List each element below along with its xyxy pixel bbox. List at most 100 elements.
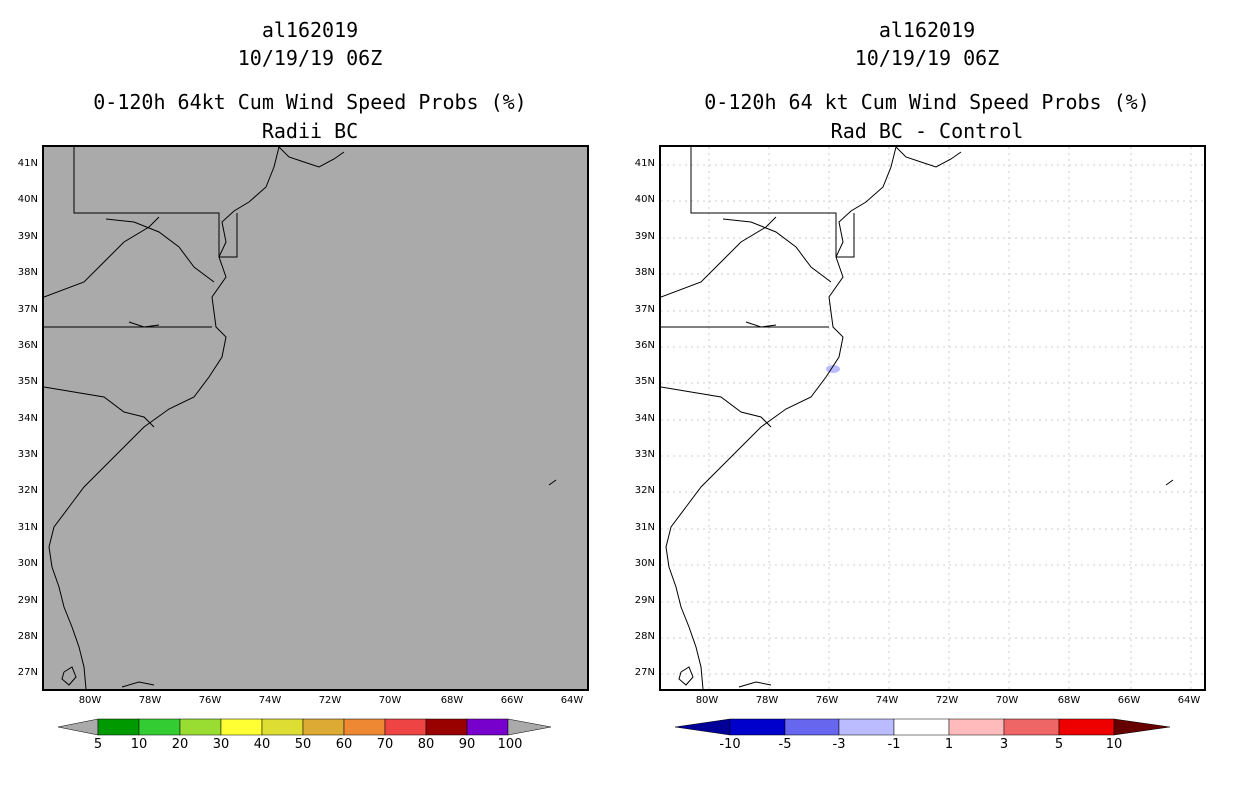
right-colorbar-swatch: [893, 718, 950, 736]
left-colorbar-swatch: [138, 718, 181, 736]
lat-label: 32N: [634, 485, 655, 496]
lat-label: 29N: [17, 595, 38, 606]
lat-label: 27N: [634, 667, 655, 678]
colorbar-label: 10: [1105, 737, 1123, 752]
right-colorbar-swatch: [729, 718, 786, 736]
lat-label: 37N: [17, 304, 38, 315]
colorbar-label: -3: [832, 737, 846, 752]
colorbar-label: 20: [171, 737, 189, 752]
lat-label: 31N: [634, 522, 655, 533]
lon-label: 78W: [755, 695, 779, 706]
lat-label: 32N: [17, 485, 38, 496]
right-map-grid: [661, 147, 1204, 689]
lon-label: 72W: [318, 695, 342, 706]
colorbar-label: 40: [253, 737, 271, 752]
colorbar-label: 50: [294, 737, 312, 752]
colorbar-label: 80: [417, 737, 435, 752]
left-colorbar-swatch: [425, 718, 468, 736]
lon-label: 74W: [875, 695, 899, 706]
lat-label: 34N: [634, 413, 655, 424]
lat-label: 29N: [634, 595, 655, 606]
colorbar-label: 1: [944, 737, 954, 752]
lat-label: 36N: [17, 340, 38, 351]
right-map-coastline: [661, 147, 1204, 689]
right-colorbar-swatch: [1058, 718, 1115, 736]
left-colorbar: [58, 718, 552, 736]
lon-label: 76W: [815, 695, 839, 706]
lat-label: 33N: [17, 449, 38, 460]
colorbar-label: 10: [130, 737, 148, 752]
left-colorbar-swatch: [343, 718, 386, 736]
lat-label: 28N: [17, 631, 38, 642]
lon-label: 78W: [138, 695, 162, 706]
left-colorbar-swatch: [97, 718, 140, 736]
lat-label: 30N: [17, 558, 38, 569]
colorbar-label: -5: [778, 737, 792, 752]
left-subtitle: Radii BC: [261, 119, 359, 143]
lat-label: 31N: [17, 522, 38, 533]
lat-label: 39N: [17, 231, 38, 242]
lat-label: 39N: [634, 231, 655, 242]
right-colorbar-swatch: [838, 718, 895, 736]
lon-label: 74W: [258, 695, 282, 706]
lat-label: 40N: [634, 194, 655, 205]
left-storm-id: al162019: [261, 18, 359, 42]
right-map: [659, 145, 1206, 691]
lat-label: 36N: [634, 340, 655, 351]
lon-label: 68W: [1057, 695, 1081, 706]
lat-label: 37N: [634, 304, 655, 315]
lon-label: 80W: [695, 695, 719, 706]
lat-label: 34N: [17, 413, 38, 424]
right-colorbar-low-end: [675, 718, 731, 736]
left-colorbar-swatch: [179, 718, 222, 736]
colorbar-label: 3: [999, 737, 1009, 752]
right-storm-id: al162019: [878, 18, 976, 42]
colorbar-label: 60: [335, 737, 353, 752]
right-datetime: 10/19/19 06Z: [854, 46, 1000, 70]
right-colorbar-swatch: [784, 718, 840, 736]
lon-label: 80W: [78, 695, 102, 706]
lon-label: 64W: [1177, 695, 1201, 706]
colorbar-label: -10: [719, 737, 741, 752]
lat-label: 38N: [17, 267, 38, 278]
left-title: 0-120h 64kt Cum Wind Speed Probs (%): [93, 90, 527, 114]
lat-label: 41N: [17, 158, 38, 169]
colorbar-label: 5: [93, 737, 103, 752]
lon-label: 64W: [560, 695, 584, 706]
lat-label: 41N: [634, 158, 655, 169]
right-colorbar-high-end: [1113, 718, 1171, 736]
lat-label: 33N: [634, 449, 655, 460]
lon-label: 68W: [440, 695, 464, 706]
lon-label: 70W: [995, 695, 1019, 706]
lat-label: 35N: [17, 376, 38, 387]
lon-label: 76W: [198, 695, 222, 706]
right-colorbar: [675, 718, 1171, 736]
lat-label: 28N: [634, 631, 655, 642]
colorbar-label: 30: [212, 737, 230, 752]
colorbar-label: 90: [458, 737, 476, 752]
colorbar-label: -1: [887, 737, 901, 752]
left-map: [42, 145, 589, 691]
right-colorbar-swatch: [1003, 718, 1060, 736]
lon-label: 70W: [378, 695, 402, 706]
left-colorbar-swatch: [302, 718, 345, 736]
right-subtitle: Rad BC - Control: [830, 119, 1024, 143]
left-colorbar-swatch: [466, 718, 509, 736]
left-colorbar-low-end: [58, 718, 99, 736]
colorbar-label: 70: [376, 737, 394, 752]
lon-label: 66W: [1117, 695, 1141, 706]
right-colorbar-swatch: [948, 718, 1005, 736]
left-colorbar-swatch: [384, 718, 427, 736]
left-map-coastline: [44, 147, 557, 689]
lat-label: 27N: [17, 667, 38, 678]
right-title: 0-120h 64 kt Cum Wind Speed Probs (%): [704, 90, 1150, 114]
left-colorbar-high-end: [507, 718, 552, 736]
lat-label: 40N: [17, 194, 38, 205]
left-colorbar-swatch: [261, 718, 304, 736]
colorbar-label: 100: [497, 737, 523, 752]
lat-label: 35N: [634, 376, 655, 387]
lon-label: 72W: [935, 695, 959, 706]
lon-label: 66W: [500, 695, 524, 706]
colorbar-label: 5: [1054, 737, 1064, 752]
left-datetime: 10/19/19 06Z: [237, 46, 383, 70]
